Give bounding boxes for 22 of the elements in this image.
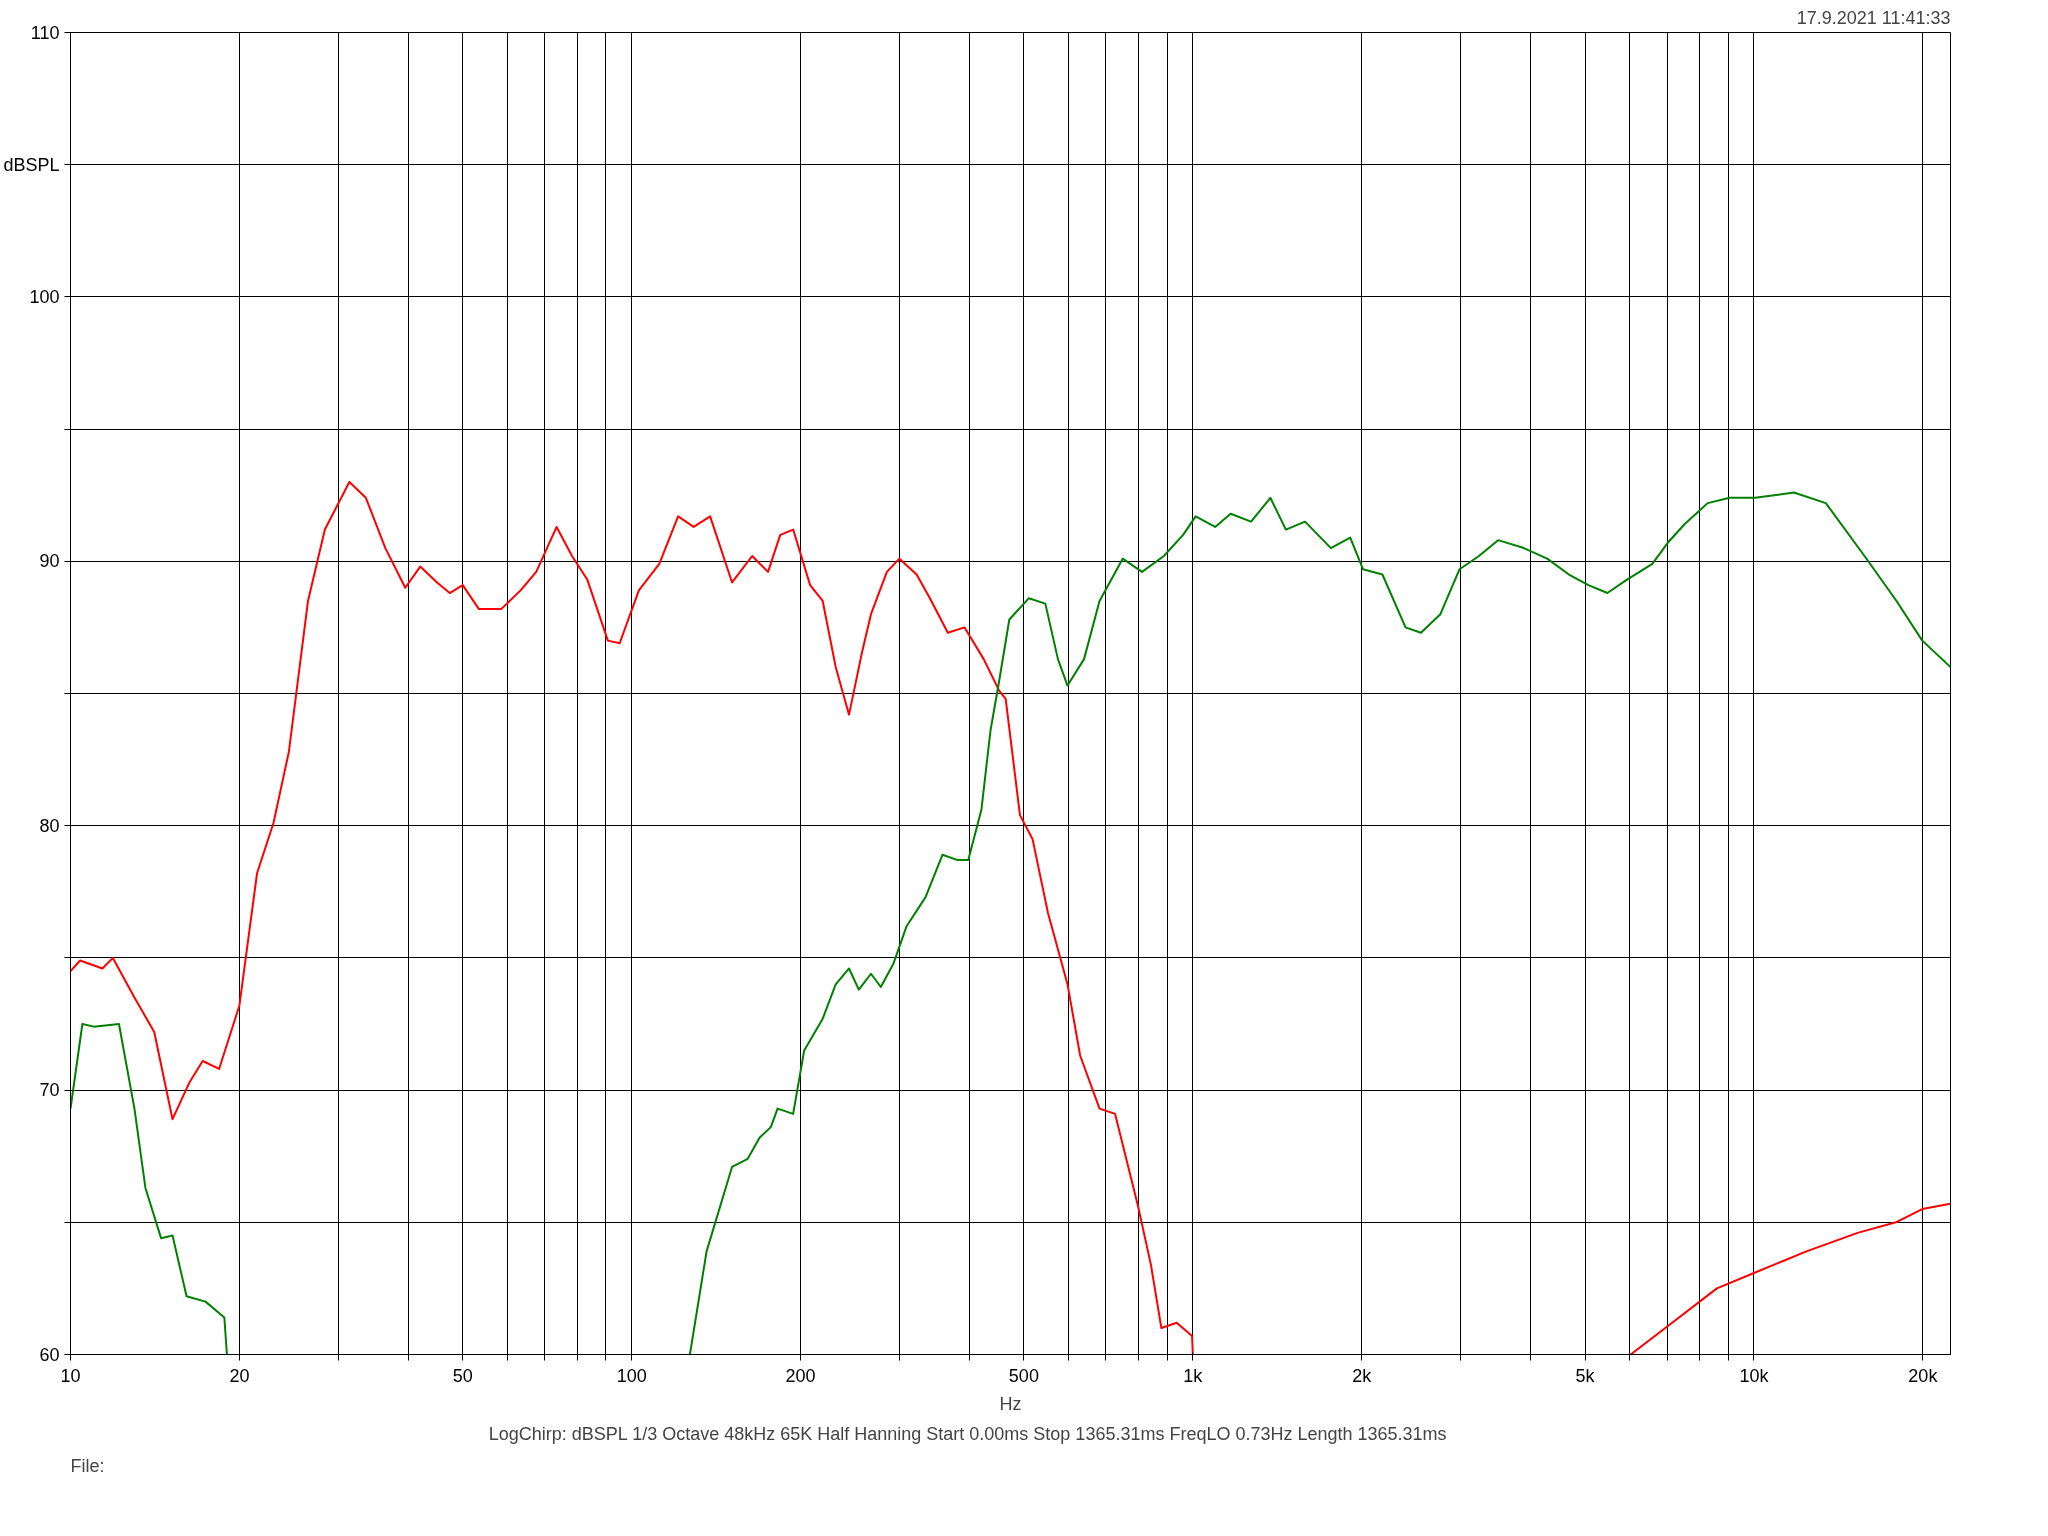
x-tick-label: 10k [1739,1365,1770,1386]
x-tick-label: 5k [1575,1365,1596,1386]
text: File: [70,1455,105,1476]
y-tick-label: 80 [39,815,60,836]
y-tick-label: dBSPL [3,154,60,175]
x-tick-label: 20k [1908,1365,1939,1386]
y-tick-label: 110 [30,22,60,43]
y-tick-label: 70 [39,1080,60,1101]
x-tick-label: 500 [1008,1365,1039,1386]
text: LogChirp: dBSPL 1/3 Octave 48kHz 65K Half Hanning Start 0.00ms Stop 1365.31ms FreqLO 0.73Hz Length 1365.31ms [488,1423,1447,1444]
x-axis-title: Hz [999,1393,1022,1414]
y-tick-label: 60 [39,1344,60,1365]
x-tick-label: 20 [229,1365,250,1386]
y-tick-label: 90 [39,551,60,572]
x-tick-label: 50 [452,1365,473,1386]
x-tick-label: 10 [60,1365,81,1386]
text: 17.9.2021 11:41:33 [1796,7,1951,28]
x-tick-label: 1k [1183,1365,1204,1386]
x-tick-label: 2k [1352,1365,1373,1386]
y-tick-label: 100 [29,286,60,307]
x-tick-label: 100 [616,1365,647,1386]
x-tick-label: 200 [785,1365,816,1386]
